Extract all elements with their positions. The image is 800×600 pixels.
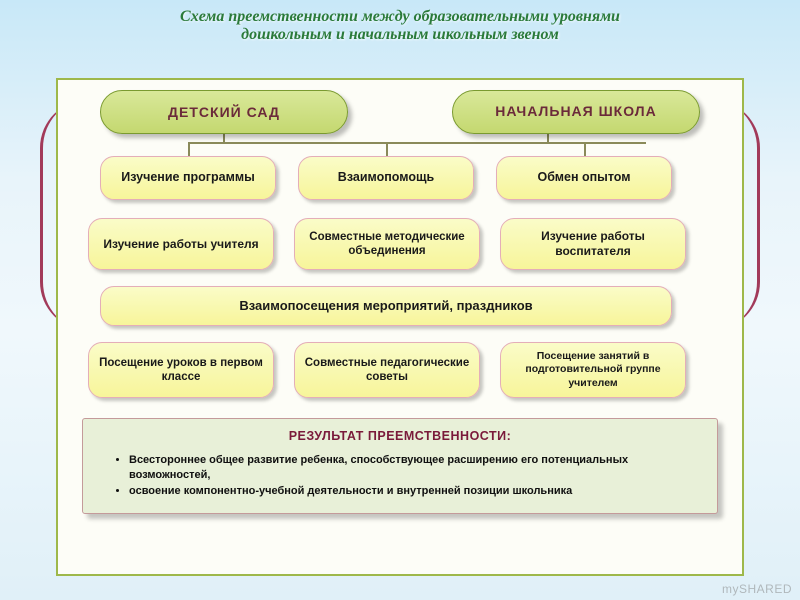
node-primary-school: НАЧАЛЬНАЯ ШКОЛА — [452, 90, 700, 134]
result-bullet: освоение компонентно-учебной деятельност… — [129, 484, 699, 499]
result-box: РЕЗУЛЬТАТ ПРЕЕМСТВЕННОСТИ: Всестороннее … — [82, 418, 718, 514]
node-label: Взаимопомощь — [338, 170, 434, 186]
diagram-panel: ДЕТСКИЙ САД НАЧАЛЬНАЯ ШКОЛА Изучение про… — [56, 78, 744, 576]
slide-title: Схема преемственности между образователь… — [0, 0, 800, 48]
node-label: Взаимопосещения мероприятий, праздников — [239, 298, 532, 314]
watermark: mySHARED — [722, 582, 792, 596]
node-mutual-visits: Взаимопосещения мероприятий, праздников — [100, 286, 672, 326]
node-label: Совместные педагогические советы — [303, 356, 471, 385]
connector — [386, 142, 388, 156]
node-visit-lessons: Посещение уроков в первом классе — [88, 342, 274, 398]
connector — [188, 142, 646, 144]
node-joint-councils: Совместные педагогические советы — [294, 342, 480, 398]
title-line-1: Схема преемственности между образователь… — [20, 8, 780, 26]
node-exchange-experience: Обмен опытом — [496, 156, 672, 200]
node-label: Изучение программы — [121, 170, 255, 186]
node-label: ДЕТСКИЙ САД — [168, 104, 280, 120]
node-label: Изучение работы воспитателя — [509, 229, 677, 259]
title-line-2: дошкольным и начальным школьным звеном — [20, 26, 780, 44]
node-visit-prep-group: Посещение занятий в подготовительной гру… — [500, 342, 686, 398]
node-label: Посещение уроков в первом классе — [97, 356, 265, 385]
node-label: НАЧАЛЬНАЯ ШКОЛА — [495, 104, 656, 119]
org-chart: ДЕТСКИЙ САД НАЧАЛЬНАЯ ШКОЛА Изучение про… — [58, 80, 742, 574]
node-mutual-help: Взаимопомощь — [298, 156, 474, 200]
result-title: РЕЗУЛЬТАТ ПРЕЕМСТВЕННОСТИ: — [101, 429, 699, 443]
node-study-teacher: Изучение работы учителя — [88, 218, 274, 270]
node-label: Изучение работы учителя — [103, 237, 258, 252]
node-label: Совместные методические объединения — [303, 230, 471, 259]
node-study-program: Изучение программы — [100, 156, 276, 200]
connector — [584, 142, 586, 156]
result-bullets: Всестороннее общее развитие ребенка, спо… — [101, 453, 699, 499]
node-study-educator: Изучение работы воспитателя — [500, 218, 686, 270]
result-bullet: Всестороннее общее развитие ребенка, спо… — [129, 453, 699, 484]
node-label: Посещение занятий в подготовительной гру… — [509, 350, 677, 389]
node-kindergarten: ДЕТСКИЙ САД — [100, 90, 348, 134]
connector — [188, 142, 190, 156]
node-label: Обмен опытом — [537, 170, 630, 186]
node-joint-method: Совместные методические объединения — [294, 218, 480, 270]
